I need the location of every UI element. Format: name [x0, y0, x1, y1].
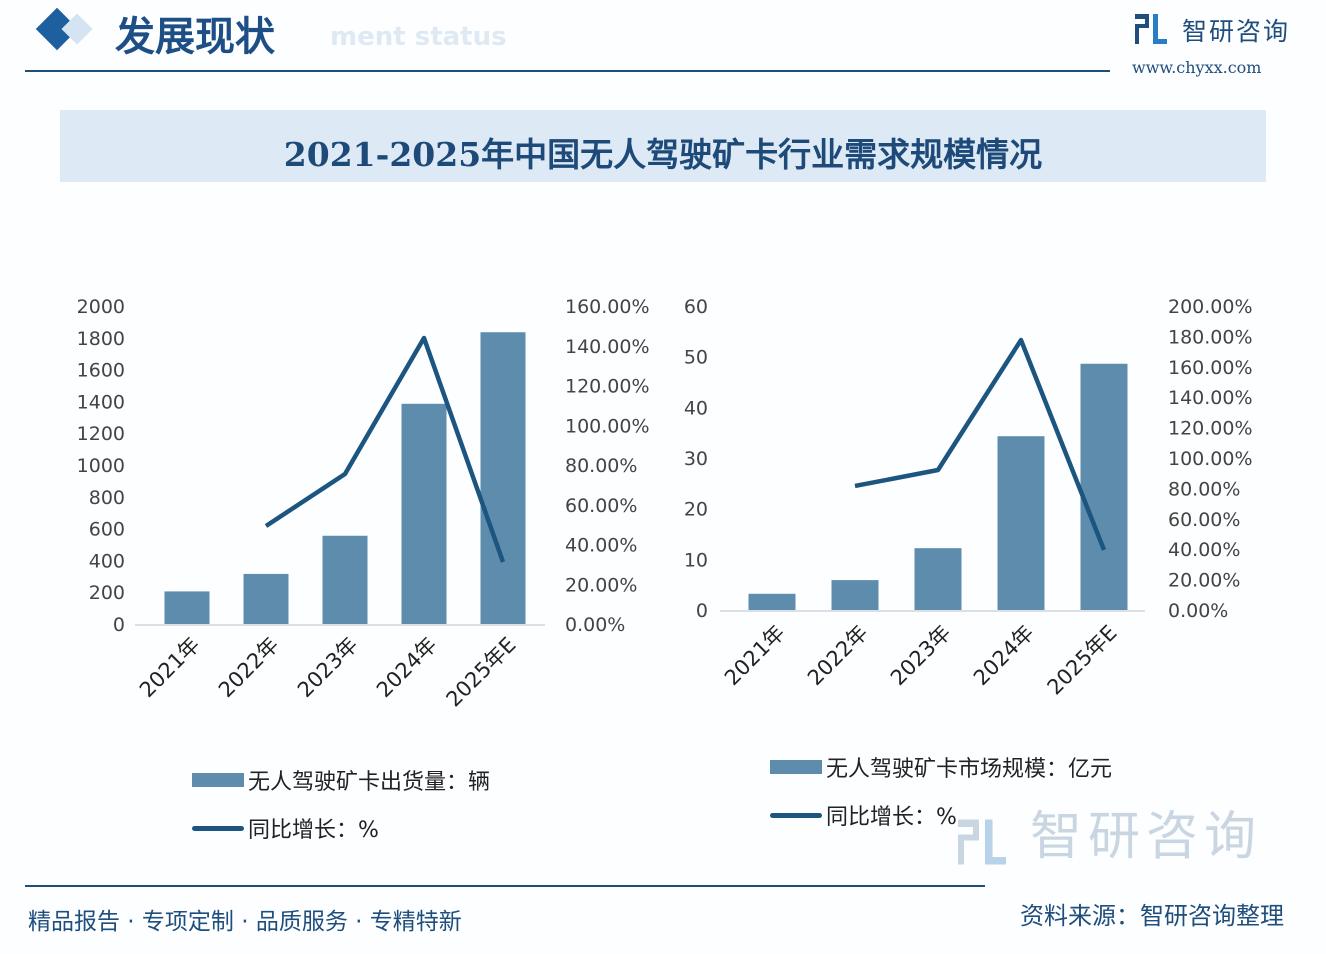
y-left-tick-label: 1600 [77, 360, 125, 382]
chart-title: 2021-2025年中国无人驾驶矿卡行业需求规模情况 [283, 135, 1043, 174]
y-left-tick-label: 800 [89, 487, 125, 509]
x-tick-label: 2021年 [135, 633, 205, 703]
y-right-tick-label: 0.00% [1168, 600, 1228, 622]
legend-line-swatch [770, 812, 822, 818]
growth-line [264, 335, 506, 563]
y-right-tick-label: 80.00% [565, 455, 637, 477]
y-left-tick-label: 40 [684, 397, 708, 419]
watermark-text: 智研咨询 [1030, 807, 1263, 867]
bar-2025年E [1080, 363, 1128, 610]
bar-2021年 [748, 593, 796, 610]
legend-item-line-left: 同比增长：% [192, 812, 379, 844]
x-tick-label: 2024年 [969, 621, 1039, 691]
y-left-tick-label: 0 [696, 600, 708, 622]
y-right-tick-label: 80.00% [1168, 478, 1240, 500]
y-right-tick-label: 200.00% [1168, 296, 1253, 318]
y-right-tick-label: 40.00% [1168, 539, 1240, 561]
growth-line [854, 337, 1107, 551]
y-left-tick-label: 10 [684, 549, 708, 571]
chart-1: 0 200 400 600 800 1000 1200 1400 1600 1800 2000 0.0… [77, 296, 650, 712]
y-left-tick-label: 2000 [77, 296, 125, 318]
x-tick-label: 2025年E [442, 633, 521, 712]
y-right-tick-label: 40.00% [565, 535, 637, 557]
legend-item-bar-left: 无人驾驶矿卡出货量：辆 [192, 764, 490, 796]
y-right-tick-label: 20.00% [565, 574, 637, 596]
title-band [60, 110, 1266, 182]
bar-2022年 [831, 580, 879, 610]
y-right-tick-label: 100.00% [565, 415, 650, 437]
watermark-logo-icon [958, 819, 1006, 865]
legend-bar-swatch [192, 773, 244, 787]
x-tick-label: 2022年 [803, 621, 873, 691]
bar-2022年 [243, 573, 289, 624]
x-tick-label: 2024年 [372, 633, 442, 703]
legend-label: 同比增长：% [826, 805, 957, 830]
x-tick-label: 2023年 [886, 621, 956, 691]
y-right-tick-label: 60.00% [565, 495, 637, 517]
bar-2023年 [914, 548, 962, 610]
bar-2025年E [480, 332, 526, 624]
footer-divider [25, 885, 985, 887]
y-right-tick-label: 140.00% [565, 336, 650, 358]
y-left-tick-label: 1400 [77, 391, 125, 413]
logo-icon [1135, 14, 1167, 44]
chart-2: 0 10 20 30 40 50 60 0.00% 20.00% 40.00% 60.00% 80.0… [684, 296, 1253, 700]
header-divider [25, 70, 1110, 72]
bar-2024年 [997, 436, 1045, 610]
y-left-tick-label: 0 [113, 614, 125, 636]
y-left-tick-label: 30 [684, 448, 708, 470]
x-tick-label: 2022年 [214, 633, 284, 703]
y-left-tick-label: 200 [89, 582, 125, 604]
y-left-tick-label: 50 [684, 347, 708, 369]
y-right-tick-label: 60.00% [1168, 509, 1240, 531]
section-title: 发展现状 [115, 14, 275, 60]
legend-line-swatch [192, 825, 244, 831]
y-right-tick-label: 120.00% [565, 376, 650, 398]
y-left-tick-label: 400 [89, 550, 125, 572]
y-left-tick-label: 1200 [77, 423, 125, 445]
y-right-tick-label: 20.00% [1168, 570, 1240, 592]
y-right-tick-label: 120.00% [1168, 418, 1253, 440]
bar-2023年 [322, 535, 368, 624]
bar-2021年 [164, 591, 210, 624]
legend-label: 同比增长：% [248, 818, 379, 843]
y-left-tick-label: 600 [89, 519, 125, 541]
x-tick-label: 2023年 [293, 633, 363, 703]
source-note: 资料来源：智研咨询整理 [1020, 902, 1284, 930]
y-right-tick-label: 160.00% [565, 296, 650, 318]
legend-item-bar-right: 无人驾驶矿卡市场规模：亿元 [770, 751, 1112, 783]
y-left-tick-label: 60 [684, 296, 708, 318]
logo-url: www.chyxx.com [1132, 58, 1262, 77]
y-left-tick-label: 20 [684, 499, 708, 521]
y-right-tick-label: 160.00% [1168, 357, 1253, 379]
y-right-tick-label: 0.00% [565, 614, 625, 636]
y-left-tick-label: 1800 [77, 328, 125, 350]
y-right-tick-label: 100.00% [1168, 448, 1253, 470]
bar-2024年 [401, 403, 447, 624]
legend-label: 无人驾驶矿卡出货量：辆 [248, 770, 491, 795]
legend-label: 无人驾驶矿卡市场规模：亿元 [826, 757, 1113, 782]
legend-item-line-right: 同比增长：% [770, 799, 957, 831]
y-right-tick-label: 140.00% [1168, 387, 1253, 409]
footer-slogan: 精品报告 · 专项定制 · 品质服务 · 专精特新 [28, 909, 462, 935]
logo-text: 智研咨询 [1182, 17, 1291, 46]
x-tick-label: 2021年 [720, 621, 790, 691]
y-right-tick-label: 180.00% [1168, 326, 1253, 348]
x-tick-label: 2025年E [1043, 621, 1122, 700]
section-subtitle: ment status [330, 22, 507, 52]
legend-bar-swatch [770, 760, 822, 774]
y-left-tick-label: 1000 [77, 455, 125, 477]
